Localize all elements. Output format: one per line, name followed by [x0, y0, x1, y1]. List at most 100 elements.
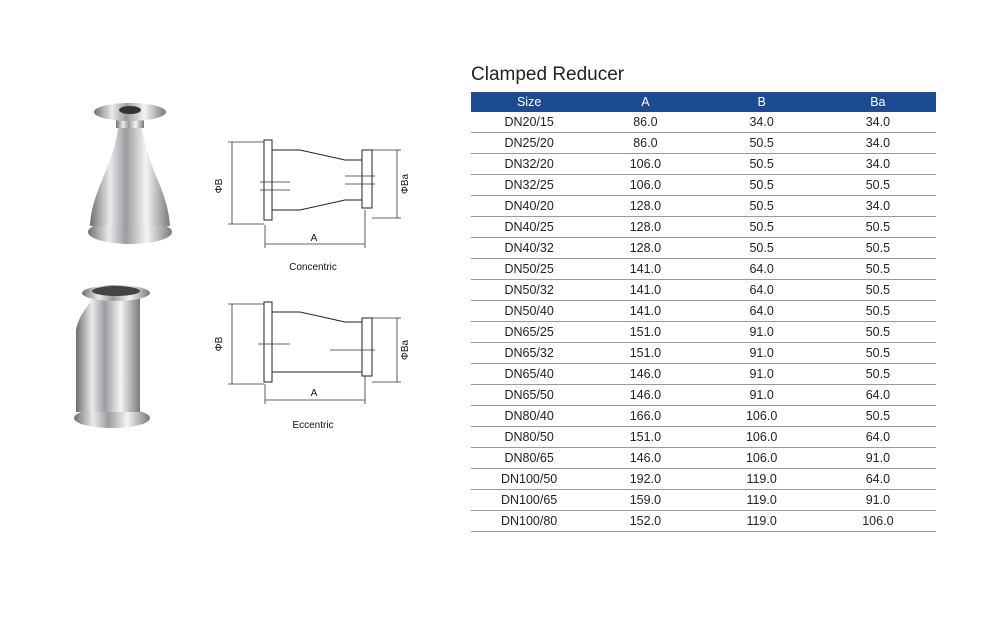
header-cell: A — [587, 92, 704, 112]
table-cell: 152.0 — [587, 510, 704, 532]
table-cell: 91.0 — [703, 342, 820, 364]
table-cell: 50.5 — [819, 237, 936, 259]
table-cell: 50.5 — [819, 258, 936, 280]
table-cell: DN40/25 — [471, 216, 588, 238]
table-row: DN40/32 128.0 50.5 50.5 — [471, 237, 936, 259]
table-cell: 128.0 — [587, 216, 704, 238]
table-cell: DN20/15 — [471, 112, 588, 133]
table-cell: 106.0 — [703, 447, 820, 469]
table-cell: 119.0 — [703, 468, 820, 490]
table-cell: 50.5 — [703, 195, 820, 217]
table-row: DN100/65 159.0 119.0 91.0 — [471, 489, 936, 511]
table-cell: 64.0 — [703, 300, 820, 322]
table-row: DN40/25 128.0 50.5 50.5 — [471, 216, 936, 238]
table-cell: 141.0 — [587, 258, 704, 280]
table-row: DN65/50 146.0 91.0 64.0 — [471, 384, 936, 406]
table-cell: 151.0 — [587, 342, 704, 364]
table-cell: DN65/40 — [471, 363, 588, 385]
table-cell: DN80/65 — [471, 447, 588, 469]
eccentric-drawing: ΦB ΦBa A Eccentric — [214, 301, 411, 431]
table-cell: 50.5 — [703, 174, 820, 196]
dim-label: ΦB — [214, 336, 225, 351]
caption: Eccentric — [292, 420, 333, 431]
concentric-photo — [88, 103, 172, 244]
table-cell: DN32/20 — [471, 153, 588, 175]
table-cell: 86.0 — [587, 112, 704, 133]
table-cell: 106.0 — [703, 405, 820, 427]
table-cell: DN80/40 — [471, 405, 588, 427]
table-cell: 91.0 — [819, 489, 936, 511]
table-cell: 64.0 — [819, 384, 936, 406]
table-cell: DN40/32 — [471, 237, 588, 259]
table-cell: DN100/50 — [471, 468, 588, 490]
spec-table: Size A B Ba DN20/15 86.0 34.0 34.0 DN25/20 86.0 5… — [471, 92, 936, 532]
table-cell: DN100/80 — [471, 510, 588, 532]
table-cell: 50.5 — [703, 237, 820, 259]
table-cell: 91.0 — [703, 363, 820, 385]
table-cell: 50.5 — [703, 153, 820, 175]
table-cell: 159.0 — [587, 489, 704, 511]
dim-label: ΦBa — [400, 173, 411, 194]
table-row: DN50/32 141.0 64.0 50.5 — [471, 279, 936, 301]
table-row: DN80/40 166.0 106.0 50.5 — [471, 405, 936, 427]
table-cell: 50.5 — [703, 132, 820, 154]
table-cell: 64.0 — [703, 258, 820, 280]
table-cell: 64.0 — [819, 468, 936, 490]
table-row: DN80/65 146.0 106.0 91.0 — [471, 447, 936, 469]
table-cell: 34.0 — [819, 153, 936, 175]
table-cell: 151.0 — [587, 321, 704, 343]
table-cell: 50.5 — [819, 321, 936, 343]
table-cell: 34.0 — [819, 112, 936, 133]
table-cell: 34.0 — [819, 132, 936, 154]
table-cell: 106.0 — [587, 153, 704, 175]
dim-label: A — [311, 388, 318, 399]
table-row: DN50/40 141.0 64.0 50.5 — [471, 300, 936, 322]
title: Clamped Reducer — [471, 64, 625, 85]
table-cell: 146.0 — [587, 447, 704, 469]
table-cell: 50.5 — [819, 363, 936, 385]
table-cell: 141.0 — [587, 300, 704, 322]
table-cell: 50.5 — [819, 216, 936, 238]
header-row: Size A B Ba — [471, 92, 936, 112]
table-cell: DN50/40 — [471, 300, 588, 322]
table-cell: 50.5 — [819, 279, 936, 301]
table-row: DN32/25 106.0 50.5 50.5 — [471, 174, 936, 196]
table-cell: 50.5 — [819, 342, 936, 364]
table-cell: 128.0 — [587, 195, 704, 217]
table-cell: 50.5 — [819, 174, 936, 196]
table-cell: 119.0 — [703, 489, 820, 511]
dim-label: ΦB — [214, 178, 225, 193]
table-cell: 119.0 — [703, 510, 820, 532]
table-row: DN32/20 106.0 50.5 34.0 — [471, 153, 936, 175]
dim-label: ΦBa — [400, 339, 411, 360]
table-cell: DN50/32 — [471, 279, 588, 301]
table-cell: DN40/20 — [471, 195, 588, 217]
table-row: DN25/20 86.0 50.5 34.0 — [471, 132, 936, 154]
table-cell: 91.0 — [819, 447, 936, 469]
table-row: DN65/25 151.0 91.0 50.5 — [471, 321, 936, 343]
table-cell: DN50/25 — [471, 258, 588, 280]
table-cell: DN100/65 — [471, 489, 588, 511]
table-cell: 64.0 — [703, 279, 820, 301]
dim-label: A — [311, 233, 318, 244]
table-row: DN100/80 152.0 119.0 106.0 — [471, 510, 936, 532]
table-cell: 91.0 — [703, 384, 820, 406]
table-cell: 141.0 — [587, 279, 704, 301]
table-cell: 151.0 — [587, 426, 704, 448]
table-row: DN80/50 151.0 106.0 64.0 — [471, 426, 936, 448]
table-cell: DN25/20 — [471, 132, 588, 154]
table-cell: 86.0 — [587, 132, 704, 154]
eccentric-photo — [74, 285, 150, 428]
concentric-drawing: ΦB ΦBa A Concentric — [214, 139, 411, 273]
header-cell: B — [703, 92, 820, 112]
caption: Concentric — [289, 262, 337, 273]
table-cell: 50.5 — [703, 216, 820, 238]
table-cell: 106.0 — [819, 510, 936, 532]
table-cell: 192.0 — [587, 468, 704, 490]
table-cell: 34.0 — [819, 195, 936, 217]
table-cell: 146.0 — [587, 384, 704, 406]
table-cell: DN65/25 — [471, 321, 588, 343]
table-cell: 128.0 — [587, 237, 704, 259]
header-cell: Ba — [819, 92, 936, 112]
